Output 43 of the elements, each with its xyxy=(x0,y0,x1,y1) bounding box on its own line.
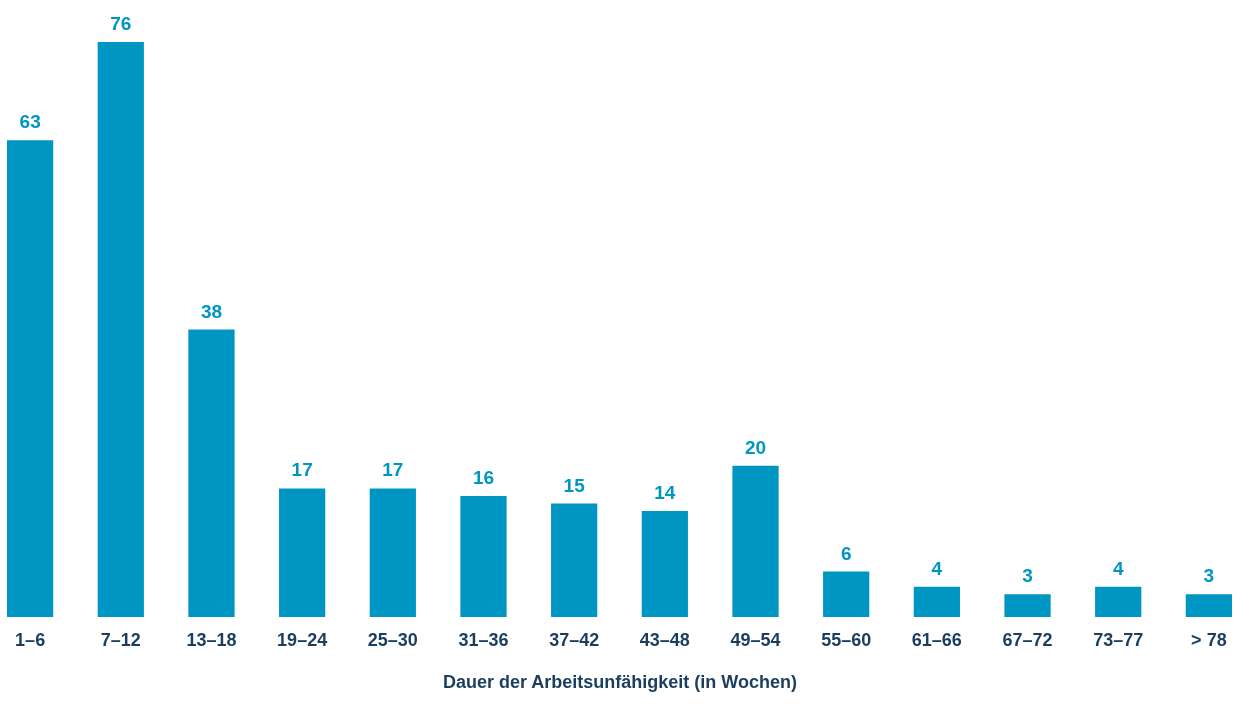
x-tick-label: 61–66 xyxy=(911,629,962,650)
data-label: 17 xyxy=(382,459,404,481)
x-tick-label: > 78 xyxy=(1191,629,1227,650)
x-tick-label: 19–24 xyxy=(277,629,328,650)
x-tick-label: 55–60 xyxy=(821,629,872,650)
bar xyxy=(188,329,235,617)
bar xyxy=(913,586,960,617)
data-label: 6 xyxy=(840,542,852,564)
bar xyxy=(279,488,326,617)
bar xyxy=(1004,594,1051,617)
bar xyxy=(823,571,870,617)
x-tick-label: 37–42 xyxy=(549,629,600,650)
data-label: 3 xyxy=(1203,565,1215,587)
bar xyxy=(641,511,688,617)
bar xyxy=(1185,594,1232,617)
x-tick-label: 13–18 xyxy=(186,629,237,650)
bar xyxy=(7,140,54,617)
bar xyxy=(369,488,416,617)
bar xyxy=(1095,586,1142,617)
data-label: 15 xyxy=(563,474,586,496)
data-label: 63 xyxy=(19,111,41,133)
data-label: 76 xyxy=(110,13,132,34)
x-tick-label: 31–36 xyxy=(458,629,509,650)
data-label: 4 xyxy=(1112,557,1124,579)
bar xyxy=(732,465,779,617)
data-label: 14 xyxy=(654,482,676,504)
x-tick-label: 67–72 xyxy=(1002,629,1053,650)
bar xyxy=(551,503,598,617)
data-label: 3 xyxy=(1022,565,1033,587)
x-tick-label: 49–54 xyxy=(730,629,781,650)
data-label: 20 xyxy=(744,436,767,458)
data-label: 38 xyxy=(200,300,223,322)
x-tick-label: 43–48 xyxy=(639,629,690,650)
x-tick-label: 1–6 xyxy=(15,629,46,650)
x-axis-title: Dauer der Arbeitsunfähigkeit (in Wochen) xyxy=(442,671,798,692)
x-tick-label: 7–12 xyxy=(100,629,141,650)
x-tick-label: 25–30 xyxy=(367,629,418,650)
data-label: 17 xyxy=(291,459,313,481)
data-label: 16 xyxy=(472,466,495,488)
bar xyxy=(97,42,144,617)
x-tick-label: 73–77 xyxy=(1093,629,1144,650)
bar xyxy=(460,495,507,617)
data-label: 4 xyxy=(931,557,943,579)
